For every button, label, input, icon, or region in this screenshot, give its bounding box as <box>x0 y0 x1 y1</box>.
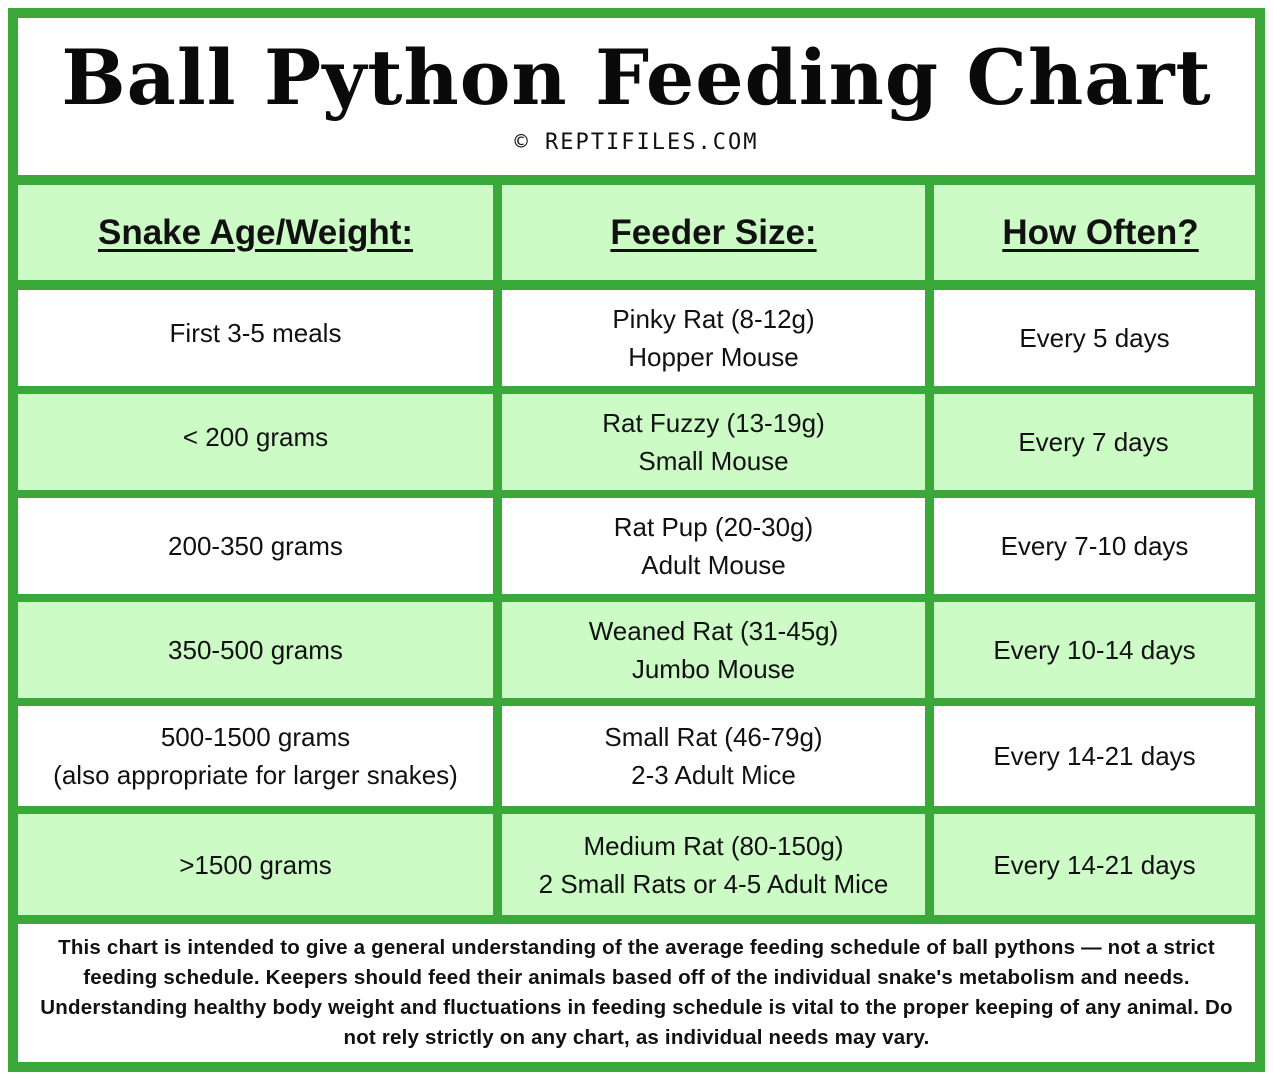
header-age: Snake Age/Weight: <box>18 185 493 280</box>
row-2-age-line-1: < 200 grams <box>182 422 329 452</box>
row-5-age-line-2: (also appropriate for larger snakes) <box>53 760 458 790</box>
row-2-feeder-line-1: Rat Fuzzy (13-19g) <box>602 408 825 438</box>
row-6-feeder-line-2: 2 Small Rats or 4-5 Adult Mice <box>538 868 889 899</box>
header-feeder: Feeder Size: <box>502 185 925 280</box>
table-row-2-often: Every 7 days <box>934 394 1253 490</box>
title-box: Ball Python Feeding Chart © REPTIFILES.C… <box>18 18 1255 175</box>
row-1-feeder-line-2: Hopper Mouse <box>628 342 799 372</box>
page-title: Ball Python Feeding Chart <box>61 33 1212 122</box>
row-1-often: Every 5 days <box>1019 323 1170 353</box>
table-row-3-often: Every 7-10 days <box>934 498 1255 594</box>
row-4-feeder-line-2: Jumbo Mouse <box>631 654 796 684</box>
header-feeder-label: Feeder Size: <box>610 212 817 252</box>
table-row-1-age: First 3-5 meals <box>18 290 493 386</box>
row-1-age-line-1: First 3-5 meals <box>169 318 342 348</box>
table-row-4-feeder: Weaned Rat (31-45g) Jumbo Mouse <box>502 602 925 698</box>
row-2-often: Every 7 days <box>1018 427 1169 457</box>
row-5-often: Every 14-21 days <box>993 741 1196 771</box>
table-row-3-age: 200-350 grams <box>18 498 493 594</box>
row-1-feeder-line-1: Pinky Rat (8-12g) <box>612 304 815 334</box>
disclaimer-note: This chart is intended to give a general… <box>18 924 1255 1062</box>
table-row-1-often: Every 5 days <box>934 290 1255 386</box>
header-age-label: Snake Age/Weight: <box>97 212 414 252</box>
row-6-feeder-line-1: Medium Rat (80-150g) <box>583 830 844 861</box>
row-5-feeder-line-2: 2-3 Adult Mice <box>631 760 796 790</box>
row-3-often: Every 7-10 days <box>1000 531 1189 561</box>
table-row-3-feeder: Rat Pup (20-30g) Adult Mouse <box>502 498 925 594</box>
row-6-often: Every 14-21 days <box>993 849 1196 880</box>
table-row-5-age: 500-1500 grams (also appropriate for lar… <box>18 706 493 806</box>
table-row-6-feeder: Medium Rat (80-150g) 2 Small Rats or 4-5… <box>502 814 925 915</box>
row-2-feeder-line-2: Small Mouse <box>638 446 789 476</box>
table-row-6-age: >1500 grams <box>18 814 493 915</box>
row-5-feeder-line-1: Small Rat (46-79g) <box>604 722 823 752</box>
table-row-2-age: < 200 grams <box>18 394 493 490</box>
table-row-5-feeder: Small Rat (46-79g) 2-3 Adult Mice <box>502 706 925 806</box>
chart-frame: Ball Python Feeding Chart © REPTIFILES.C… <box>8 8 1265 1072</box>
table-row-4-often: Every 10-14 days <box>934 602 1255 698</box>
table-row-1-feeder: Pinky Rat (8-12g) Hopper Mouse <box>502 290 925 386</box>
row-3-feeder-line-1: Rat Pup (20-30g) <box>613 512 814 542</box>
row-3-age-line-1: 200-350 grams <box>168 531 343 561</box>
table-row-5-often: Every 14-21 days <box>934 706 1255 806</box>
header-often-label: How Often? <box>1002 212 1199 252</box>
row-5-age-line-1: 500-1500 grams <box>160 722 351 752</box>
copyright-credit: © REPTIFILES.COM <box>514 130 759 155</box>
row-4-age-line-1: 350-500 grams <box>168 635 343 665</box>
table-row-2-feeder: Rat Fuzzy (13-19g) Small Mouse <box>502 394 925 490</box>
table-row-6-often: Every 14-21 days <box>934 814 1255 915</box>
header-often: How Often? <box>934 185 1255 280</box>
row-3-feeder-line-2: Adult Mouse <box>641 550 786 580</box>
table-row-4-age: 350-500 grams <box>18 602 493 698</box>
row-4-feeder-line-1: Weaned Rat (31-45g) <box>588 616 839 646</box>
row-6-age-line-1: >1500 grams <box>179 849 332 880</box>
row-4-often: Every 10-14 days <box>993 635 1196 665</box>
